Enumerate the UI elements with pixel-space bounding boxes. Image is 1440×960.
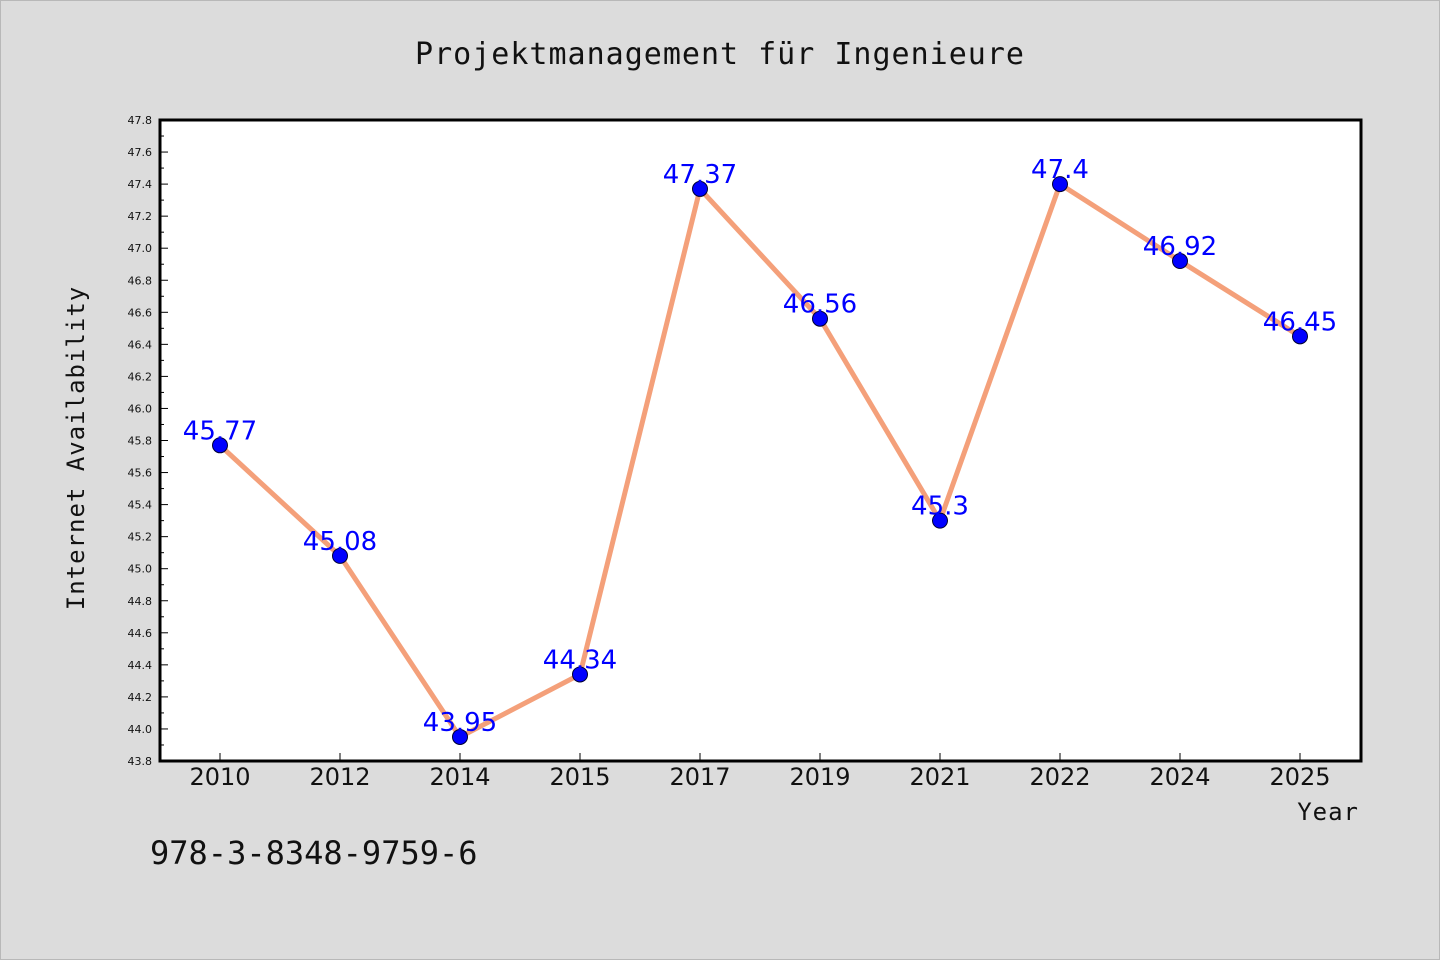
y-tick-label: 45.8 [128, 435, 153, 448]
data-point [572, 666, 588, 683]
data-label: 46.56 [783, 290, 857, 320]
y-axis-ticks: 43.8 44.0 44.2 44.4 44.6 44.8 45.0 45.2 45.4 45.6… [128, 114, 168, 768]
y-tick-label: 45.0 [128, 563, 153, 576]
data-label: 46.92 [1143, 232, 1217, 262]
data-label: 45.08 [303, 527, 377, 557]
series-line [217, 181, 1303, 740]
data-label: 47.4 [1031, 155, 1089, 185]
chart-title: Projektmanagement für Ingenieure [415, 37, 1025, 72]
y-tick-label: 46.2 [128, 370, 153, 383]
x-tick-label: 2017 [669, 763, 730, 791]
data-label: 46.45 [1263, 307, 1337, 337]
y-tick-label: 44.6 [128, 627, 153, 640]
data-label: 45.3 [911, 492, 969, 522]
series-line-group [217, 181, 1303, 740]
data-point-markers [212, 176, 1308, 745]
data-label: 47.37 [663, 160, 737, 190]
x-tick-label: 2024 [1149, 763, 1210, 791]
y-tick-label: 46.8 [128, 274, 153, 287]
y-tick-label: 43.8 [128, 755, 153, 768]
data-point [932, 512, 948, 529]
data-label: 45.77 [183, 416, 257, 446]
x-tick-label: 2014 [429, 763, 490, 791]
y-tick-label: 44.0 [128, 723, 153, 736]
x-axis-label: Year [1297, 798, 1359, 826]
data-point [332, 547, 348, 564]
isbn-text: 978-3-8348-9759-6 [150, 834, 478, 872]
x-tick-label: 2025 [1269, 763, 1330, 791]
y-tick-label: 47.0 [128, 242, 153, 255]
y-axis-label: Internet Availability [62, 286, 90, 610]
data-label: 43.95 [423, 708, 497, 738]
x-tick-label: 2012 [309, 763, 370, 791]
data-label: 44.34 [543, 645, 617, 675]
y-tick-label: 46.6 [128, 306, 153, 319]
y-tick-label: 44.8 [128, 595, 153, 608]
y-tick-label: 46.0 [128, 402, 153, 415]
y-tick-label: 45.2 [128, 531, 153, 544]
plot-border [158, 118, 1363, 763]
y-tick-label: 47.6 [128, 146, 153, 159]
x-tick-label: 2010 [189, 763, 250, 791]
x-tick-label: 2021 [909, 763, 970, 791]
plot-area [160, 120, 1361, 761]
y-tick-label: 44.2 [128, 691, 153, 704]
y-tick-label: 44.4 [128, 659, 153, 672]
y-tick-label: 45.6 [128, 467, 153, 480]
y-tick-label: 45.4 [128, 499, 153, 512]
y-tick-label: 47.2 [128, 210, 153, 223]
y-tick-label: 46.4 [128, 338, 153, 351]
data-point [1292, 328, 1308, 345]
data-point [1172, 253, 1188, 270]
y-tick-label: 47.8 [128, 114, 153, 127]
x-tick-label: 2022 [1029, 763, 1090, 791]
data-point [692, 180, 708, 197]
data-point [1052, 176, 1068, 193]
data-point [212, 437, 228, 454]
data-labels: 45.77 45.08 43.95 44.34 47.37 46.56 45.3 47.4 46… [183, 155, 1337, 738]
x-axis-ticks: 2010 2012 2014 2015 2017 2019 2021 2022 2024 2025 [189, 753, 1331, 791]
y-tick-label: 47.4 [128, 178, 153, 191]
data-point [812, 310, 828, 327]
data-point [452, 728, 468, 745]
x-tick-label: 2019 [789, 763, 850, 791]
x-tick-label: 2015 [549, 763, 610, 791]
